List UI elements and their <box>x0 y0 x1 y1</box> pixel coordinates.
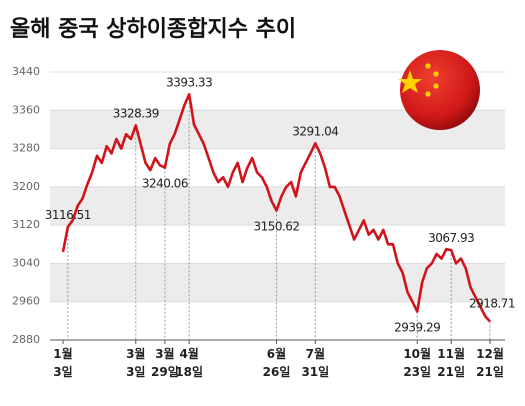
value-label: 3291.04 <box>292 124 338 138</box>
y-tick-label: 3120 <box>12 218 40 231</box>
x-tick-label: 3월 29일 <box>151 346 179 379</box>
value-label: 3240.06 <box>142 177 188 191</box>
x-tick-label: 1월 3일 <box>53 346 72 379</box>
value-label: 2939.29 <box>394 321 440 335</box>
y-tick-label: 3360 <box>12 103 40 116</box>
x-tick-label: 3월 3일 <box>126 346 145 379</box>
y-tick-label: 2880 <box>12 333 40 346</box>
value-label: 3067.93 <box>428 231 474 245</box>
value-label: 3328.39 <box>113 106 159 120</box>
x-tick-label: 7월 31일 <box>301 346 329 379</box>
chart-title: 올해 중국 상하이종합지수 추이 <box>10 16 296 42</box>
index-line <box>61 93 491 323</box>
value-label: 3150.62 <box>253 219 299 233</box>
value-label: 2918.71 <box>469 296 515 310</box>
y-tick-label: 3040 <box>12 256 40 269</box>
x-tick-label: 4월 18일 <box>175 346 203 379</box>
x-tick-label: 10월 23일 <box>403 346 431 379</box>
x-tick-label: 11월 21일 <box>437 346 465 379</box>
y-tick-label: 3440 <box>12 65 40 78</box>
plot-area: 2880 2960 3040 3120 3200 3280 3360 3440 3116.51 3… <box>12 65 516 379</box>
y-tick-label: 3280 <box>12 142 40 155</box>
y-tick-label: 3200 <box>12 180 40 193</box>
grid-band <box>50 263 505 302</box>
x-tick-label: 6월 26일 <box>263 346 291 379</box>
value-label: 3116.51 <box>45 208 91 222</box>
china-flag <box>398 50 480 130</box>
value-label: 3393.33 <box>166 75 212 89</box>
x-tick-label: 12월 21일 <box>476 346 504 379</box>
y-tick-label: 2960 <box>12 295 40 308</box>
